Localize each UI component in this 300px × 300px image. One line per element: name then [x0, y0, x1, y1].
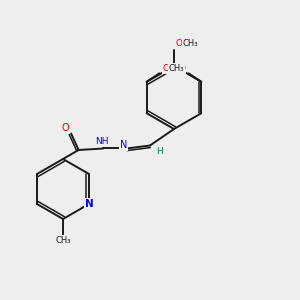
Text: H: H — [156, 147, 163, 156]
Text: N: N — [120, 140, 127, 151]
Text: O: O — [62, 123, 70, 133]
Text: CH₃: CH₃ — [169, 64, 184, 73]
Text: O: O — [178, 64, 186, 73]
Text: N: N — [85, 199, 93, 209]
Text: CH₃: CH₃ — [163, 64, 178, 73]
Text: O: O — [162, 64, 169, 73]
Text: CH₃: CH₃ — [55, 236, 71, 245]
Text: NH: NH — [95, 137, 109, 146]
Text: CH₃: CH₃ — [183, 39, 198, 48]
Text: O: O — [176, 39, 183, 48]
